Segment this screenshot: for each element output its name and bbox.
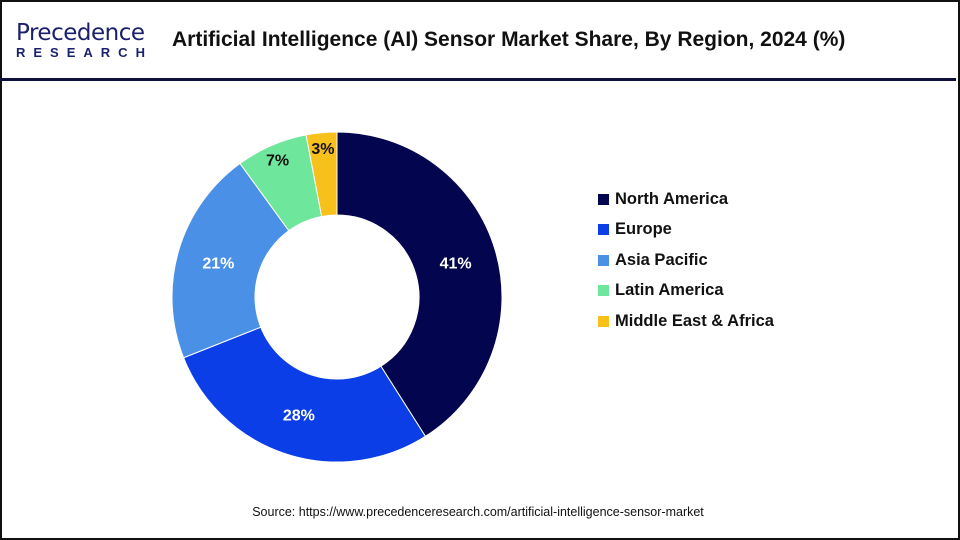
- legend-item: Asia Pacific: [598, 245, 774, 276]
- header: Precedence RESEARCH Artificial Intellige…: [0, 0, 956, 81]
- donut-slice-north-america: [336, 131, 503, 438]
- legend-swatch: [598, 224, 609, 236]
- legend-swatch: [598, 193, 609, 205]
- legend-label: Middle East & Africa: [615, 311, 774, 330]
- data-label: 41%: [440, 256, 472, 273]
- logo-bottom: RESEARCH: [16, 45, 153, 60]
- legend-swatch: [598, 285, 609, 297]
- legend-swatch: [598, 315, 609, 327]
- legend-label: Asia Pacific: [615, 250, 708, 269]
- donut-slice-europe: [182, 326, 427, 463]
- data-label: 28%: [283, 407, 315, 424]
- legend-item: Europe: [598, 215, 774, 246]
- source-text: Source: https://www.precedenceresearch.c…: [252, 505, 704, 519]
- legend-swatch: [598, 254, 609, 266]
- legend-label: North America: [615, 189, 729, 208]
- donut-slice-middle-east-africa: [305, 131, 338, 218]
- data-label: 21%: [202, 256, 234, 273]
- legend-label: Europe: [615, 220, 672, 239]
- chart-title: Artificial Intelligence (AI) Sensor Mark…: [172, 28, 846, 51]
- legend: North America Europe Asia Pacific Latin Ame…: [598, 184, 774, 337]
- logo-top: Precedence: [16, 20, 145, 46]
- legend-item: North America: [598, 184, 774, 215]
- legend-item: Latin America: [598, 276, 774, 307]
- legend-item: Middle East & Africa: [598, 306, 774, 337]
- legend-label: Latin America: [615, 281, 724, 300]
- data-label: 7%: [266, 153, 289, 170]
- donut-slice-asia-pacific: [171, 162, 290, 359]
- data-label: 3%: [311, 141, 334, 158]
- logo: Precedence RESEARCH: [16, 20, 156, 64]
